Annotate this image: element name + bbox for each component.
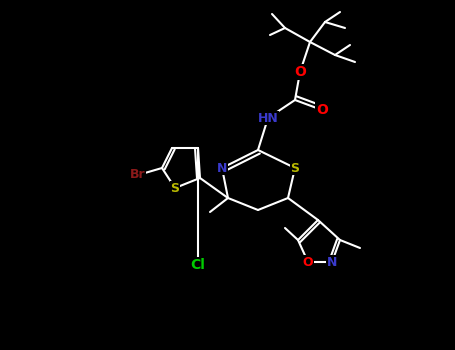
Text: Br: Br bbox=[130, 168, 146, 182]
Text: O: O bbox=[294, 65, 306, 79]
Text: S: S bbox=[290, 161, 299, 175]
Text: N: N bbox=[217, 161, 227, 175]
Text: HN: HN bbox=[258, 112, 278, 125]
Text: S: S bbox=[171, 182, 180, 195]
Text: O: O bbox=[316, 103, 328, 117]
Text: N: N bbox=[327, 256, 337, 268]
Text: O: O bbox=[303, 256, 313, 268]
Text: Cl: Cl bbox=[191, 258, 206, 272]
